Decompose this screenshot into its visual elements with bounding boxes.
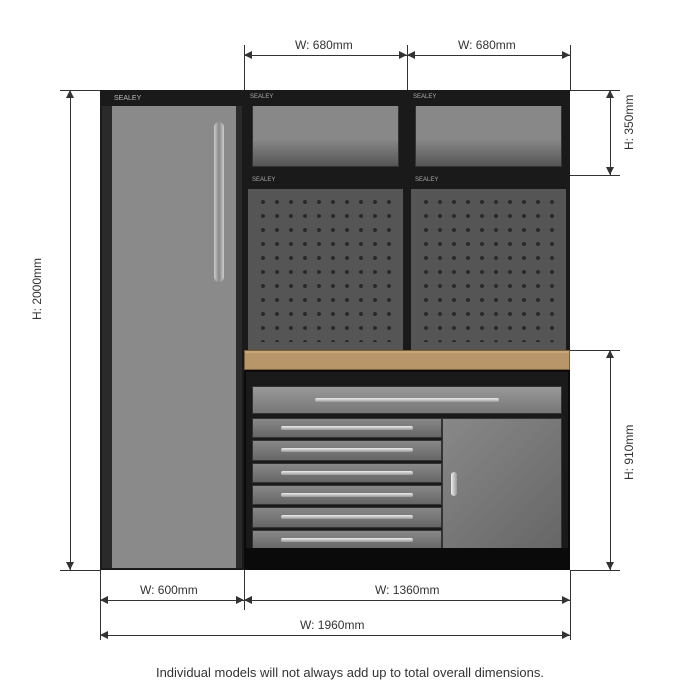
wall-cab-door — [252, 98, 399, 167]
dim-total-height: H: 2000mm — [30, 258, 44, 320]
cupboard-door — [442, 418, 562, 550]
pegboard-holes — [419, 195, 558, 342]
arrow-icon — [244, 596, 252, 604]
ext-line — [244, 45, 245, 90]
arrow-icon — [407, 51, 415, 59]
brand-label: SEALEY — [411, 175, 566, 189]
brand-label: SEALEY — [246, 92, 405, 106]
brand-label: SEALEY — [114, 95, 141, 102]
arrow-icon — [606, 562, 614, 570]
ext-line — [570, 45, 571, 90]
dim-line-top-left — [244, 55, 407, 56]
brand-label: SEALEY — [409, 92, 568, 106]
ext-line — [60, 90, 100, 91]
diagram-canvas: W: 680mm W: 680mm H: 2000mm H: 350mm H: … — [0, 0, 700, 700]
ext-line — [570, 90, 620, 91]
worktop — [244, 350, 570, 370]
arrow-icon — [66, 90, 74, 98]
drawer-stack — [252, 418, 442, 550]
drawer — [252, 418, 442, 438]
arrow-icon — [562, 596, 570, 604]
footnote-text: Individual models will not always add up… — [0, 665, 700, 680]
wall-cabinet-right: SEALEY — [407, 90, 570, 175]
arrow-icon — [562, 51, 570, 59]
ext-line — [60, 570, 100, 571]
arrow-icon — [606, 350, 614, 358]
dim-line-top-right — [407, 55, 570, 56]
arrow-icon — [100, 596, 108, 604]
dim-base-width: W: 1360mm — [375, 583, 439, 597]
ext-line — [570, 350, 620, 351]
dim-line-wallcab-h — [610, 90, 611, 175]
ext-line — [570, 570, 571, 640]
dim-wall-cab-right: W: 680mm — [458, 38, 516, 52]
arrow-icon — [606, 90, 614, 98]
wide-drawer — [252, 386, 562, 414]
arrow-icon — [606, 167, 614, 175]
cabinet-system: SEALEY SEALEY SEALEY SEALEY SEALEY — [100, 90, 570, 570]
tall-cabinet: SEALEY — [100, 90, 244, 570]
ext-line — [244, 570, 245, 610]
drawer — [252, 507, 442, 527]
dim-line-1360 — [244, 600, 570, 601]
ext-line — [570, 175, 620, 176]
tall-cabinet-handle — [214, 122, 224, 282]
dim-base-height: H: 910mm — [622, 425, 636, 480]
dim-line-600 — [100, 600, 244, 601]
dim-line-height — [70, 90, 71, 570]
pegboard-holes — [256, 195, 395, 342]
base-cabinet — [244, 370, 570, 570]
arrow-icon — [399, 51, 407, 59]
dim-wallcab-height: H: 350mm — [622, 95, 636, 150]
drawer — [252, 440, 442, 460]
dim-wall-cab-left: W: 680mm — [295, 38, 353, 52]
arrow-icon — [236, 596, 244, 604]
arrow-icon — [244, 51, 252, 59]
drawer — [252, 485, 442, 505]
ext-line — [100, 570, 101, 640]
pegboard-right: SEALEY — [407, 175, 570, 350]
dim-total-width: W: 1960mm — [300, 618, 364, 632]
plinth — [246, 548, 568, 568]
dim-line-base-h — [610, 350, 611, 570]
arrow-icon — [66, 562, 74, 570]
wall-cab-door — [415, 98, 562, 167]
pegboard-left: SEALEY — [244, 175, 407, 350]
wall-cabinet-left: SEALEY — [244, 90, 407, 175]
arrow-icon — [100, 631, 108, 639]
ext-line — [407, 45, 408, 90]
arrow-icon — [562, 631, 570, 639]
base-top-strip — [246, 372, 568, 386]
dim-line-total-w — [100, 635, 570, 636]
brand-label: SEALEY — [248, 175, 403, 189]
ext-line — [570, 570, 620, 571]
drawer — [252, 463, 442, 483]
drawer — [252, 530, 442, 550]
dim-tallcab-width: W: 600mm — [140, 583, 198, 597]
